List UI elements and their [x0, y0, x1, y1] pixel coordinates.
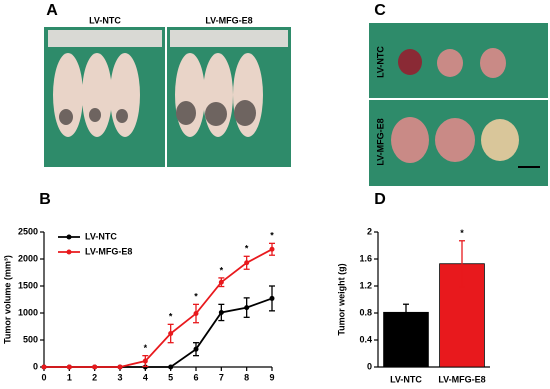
significance: * — [460, 228, 464, 238]
marker — [142, 358, 148, 364]
y-tick-label: 0 — [33, 361, 38, 371]
marker — [269, 246, 275, 252]
y-tick-label: 2500 — [18, 226, 38, 236]
x-tick-label: 7 — [219, 372, 224, 382]
significance: * — [245, 244, 249, 254]
y-axis-label: Tumor volume (mm³) — [2, 255, 12, 344]
x-tick-label: 4 — [143, 372, 148, 382]
marker — [218, 279, 224, 285]
significance: * — [194, 292, 198, 302]
photo-label: LV-NTC — [375, 46, 385, 78]
photo-a — [44, 27, 291, 167]
x-tick-label: 3 — [117, 372, 122, 382]
x-tick-label: LV-MFG-E8 — [438, 374, 485, 384]
x-tick-label: 5 — [168, 372, 173, 382]
marker — [244, 305, 250, 311]
x-tick-label: 1 — [67, 372, 72, 382]
marker — [92, 364, 98, 370]
significance: * — [270, 231, 274, 241]
marker — [193, 346, 199, 352]
y-tick-label: 1.6 — [359, 253, 372, 263]
marker — [218, 309, 224, 315]
significance: * — [169, 312, 173, 322]
marker — [269, 295, 275, 301]
y-tick-label: 0.8 — [359, 307, 372, 317]
y-axis-label: Tumor weight (g) — [336, 263, 346, 335]
significance: * — [144, 343, 148, 353]
series-line — [44, 297, 273, 368]
photo-c — [369, 23, 548, 186]
marker — [41, 364, 47, 370]
x-tick-label: 0 — [41, 372, 46, 382]
panel-letter: A — [46, 2, 58, 19]
photo-label: LV-NTC — [89, 15, 121, 25]
photo-label: LV-MFG-E8 — [205, 15, 252, 25]
marker — [117, 364, 123, 370]
significance: * — [220, 265, 224, 275]
x-tick-label: 6 — [193, 372, 198, 382]
y-tick-label: 1500 — [18, 280, 38, 290]
x-tick-label: LV-NTC — [390, 374, 422, 384]
y-tick-label: 2000 — [18, 253, 38, 263]
x-tick-label: 2 — [92, 372, 97, 382]
legend-marker — [66, 249, 72, 255]
y-tick-label: 1000 — [18, 307, 38, 317]
y-tick-label: 2 — [367, 226, 372, 236]
marker — [168, 364, 174, 370]
panel-letter: B — [39, 191, 51, 208]
y-tick-label: 500 — [23, 334, 38, 344]
bar — [383, 311, 429, 368]
marker — [66, 364, 72, 370]
marker — [244, 260, 250, 266]
y-tick-label: 1.2 — [359, 280, 372, 290]
x-tick-label: 9 — [269, 372, 274, 382]
marker — [193, 311, 199, 317]
legend-marker — [66, 234, 72, 240]
x-tick-label: 8 — [244, 372, 249, 382]
panel-letter: D — [374, 191, 386, 208]
legend-label: LV-MFG-E8 — [85, 246, 132, 256]
marker — [168, 331, 174, 337]
panel-letter: C — [374, 2, 386, 19]
photo-label: LV-MFG-E8 — [375, 118, 385, 165]
y-tick-label: 0 — [367, 361, 372, 371]
legend-label: LV-NTC — [85, 231, 117, 241]
y-tick-label: 0.4 — [359, 334, 372, 344]
series-line — [44, 248, 273, 368]
